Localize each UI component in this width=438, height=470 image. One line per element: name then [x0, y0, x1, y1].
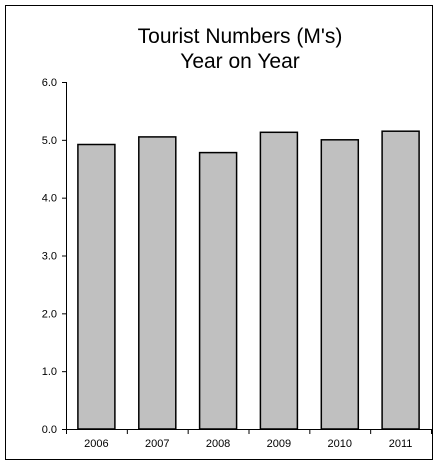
chart-title-line-2: Year on Year — [180, 50, 300, 73]
y-tick-label-1.0: 1.0 — [42, 366, 57, 378]
chart-title-line-1: Tourist Numbers (M's) — [138, 25, 343, 48]
plot-area: 0.0 1.0 2.0 3.0 4.0 5.0 6.0 2006 2007 2008 2009 201… — [42, 77, 432, 450]
bar-2008 — [198, 151, 238, 430]
y-tick-label-2.0: 2.0 — [42, 308, 57, 320]
x-tick-label-2010: 2010 — [328, 438, 352, 450]
y-tick-label-0.0: 0.0 — [42, 424, 57, 436]
y-tick-label-5.0: 5.0 — [42, 135, 57, 147]
x-tick-label-2006: 2006 — [84, 438, 108, 450]
x-tick-label-2009: 2009 — [267, 438, 291, 450]
x-tick-label-2011: 2011 — [389, 438, 413, 450]
x-tick-label-2008: 2008 — [206, 438, 230, 450]
bar-2007 — [138, 136, 177, 430]
y-tick-label-6.0: 6.0 — [42, 77, 57, 89]
y-tick-label-4.0: 4.0 — [42, 193, 57, 205]
bar-2006 — [77, 143, 116, 430]
y-tick-label-3.0: 3.0 — [42, 251, 57, 263]
x-tick-label-2007: 2007 — [145, 438, 169, 450]
bar-2009 — [259, 131, 299, 430]
bar-2010 — [320, 139, 360, 430]
bar-2011 — [381, 130, 420, 430]
